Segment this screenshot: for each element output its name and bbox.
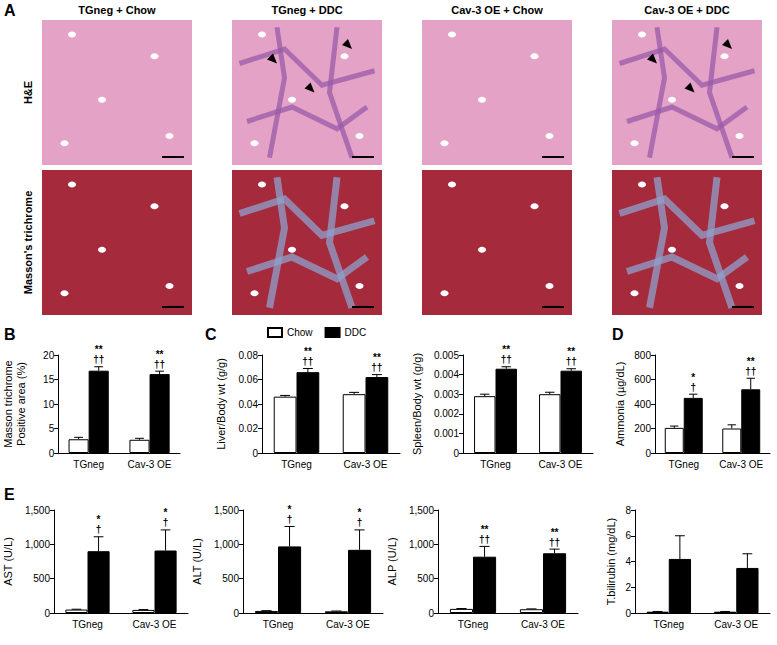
svg-text:TGneg: TGneg (263, 619, 294, 630)
svg-text:Masson's trichrome: Masson's trichrome (22, 191, 34, 294)
svg-text:TGneg + DDC: TGneg + DDC (271, 4, 342, 16)
svg-text:TGneg: TGneg (73, 459, 104, 470)
svg-text:††: †† (549, 537, 560, 548)
svg-text:1,000: 1,000 (25, 539, 50, 550)
svg-text:10: 10 (43, 399, 55, 410)
svg-text:Cav-3 OE: Cav-3 OE (719, 459, 763, 470)
svg-text:1,500: 1,500 (409, 505, 434, 516)
svg-text:5: 5 (49, 423, 55, 434)
svg-text:0.002: 0.002 (434, 408, 459, 419)
svg-text:200: 200 (634, 423, 651, 434)
svg-text:0.005: 0.005 (434, 350, 459, 361)
svg-text:†: † (96, 524, 102, 535)
svg-text:TGneg: TGneg (668, 459, 699, 470)
svg-text:ALP (U/L): ALP (U/L) (386, 537, 398, 585)
svg-text:††: †† (479, 534, 490, 545)
svg-text:Cav-3 OE: Cav-3 OE (521, 619, 565, 630)
svg-text:Spleen/Body wt (g/g): Spleen/Body wt (g/g) (411, 353, 423, 455)
svg-text:TGneg: TGneg (480, 459, 511, 470)
svg-text:Positive area (%): Positive area (%) (15, 362, 27, 446)
svg-text:0: 0 (625, 608, 631, 619)
svg-text:8: 8 (625, 505, 631, 516)
svg-text:1,500: 1,500 (25, 505, 50, 516)
svg-text:†: † (690, 382, 696, 393)
svg-text:500: 500 (33, 573, 50, 584)
svg-text:0: 0 (252, 448, 258, 459)
svg-text:Cav-3 OE: Cav-3 OE (539, 459, 583, 470)
svg-text:TGneg: TGneg (458, 619, 489, 630)
svg-text:2: 2 (625, 582, 631, 593)
svg-text:Cav-3 OE + DDC: Cav-3 OE + DDC (644, 4, 729, 16)
svg-text:C: C (205, 326, 217, 343)
svg-text:Liver/Body wt (g/g): Liver/Body wt (g/g) (215, 358, 227, 450)
svg-text:Ammonia (µg/dL): Ammonia (µg/dL) (614, 362, 626, 447)
svg-text:††: †† (745, 366, 756, 377)
svg-text:0: 0 (453, 448, 459, 459)
svg-text:1,500: 1,500 (214, 505, 239, 516)
svg-text:500: 500 (222, 573, 239, 584)
svg-text:TGneg: TGneg (72, 619, 103, 630)
svg-text:††: †† (371, 362, 382, 373)
svg-text:0: 0 (645, 448, 651, 459)
svg-text:Cav-3 OE + Chow: Cav-3 OE + Chow (451, 4, 543, 16)
svg-text:0.08: 0.08 (239, 350, 259, 361)
svg-text:ALT (U/L): ALT (U/L) (191, 538, 203, 585)
svg-text:AST (U/L): AST (U/L) (2, 537, 14, 586)
svg-text:1,000: 1,000 (409, 539, 434, 550)
svg-text:0.02: 0.02 (239, 423, 259, 434)
svg-text:4: 4 (625, 556, 631, 567)
svg-text:0: 0 (233, 608, 239, 619)
svg-text:E: E (4, 486, 15, 503)
svg-text:B: B (4, 326, 16, 343)
svg-text:†: † (163, 517, 169, 528)
svg-text:TGneg: TGneg (281, 459, 312, 470)
svg-text:0.001: 0.001 (434, 428, 459, 439)
svg-text:Cav-3 OE: Cav-3 OE (714, 619, 758, 630)
svg-text:TGneg + Chow: TGneg + Chow (78, 4, 156, 16)
svg-text:Cav-3 OE: Cav-3 OE (326, 619, 370, 630)
svg-text:0.003: 0.003 (434, 389, 459, 400)
svg-text:†: † (287, 514, 293, 525)
svg-text:T.bilirubin (mg/dL): T.bilirubin (mg/dL) (605, 518, 617, 605)
svg-text:A: A (4, 2, 16, 19)
svg-text:††: †† (566, 356, 577, 367)
svg-text:0: 0 (428, 608, 434, 619)
svg-text:††: †† (154, 359, 165, 370)
svg-text:††: †† (93, 354, 104, 365)
svg-text:0: 0 (44, 608, 50, 619)
svg-text:0.06: 0.06 (239, 374, 259, 385)
svg-text:6: 6 (625, 530, 631, 541)
svg-text:0.04: 0.04 (239, 399, 259, 410)
svg-text:600: 600 (634, 374, 651, 385)
svg-text:†: † (357, 517, 363, 528)
svg-text:400: 400 (634, 399, 651, 410)
svg-text:Cav-3 OE: Cav-3 OE (128, 459, 172, 470)
svg-text:20: 20 (43, 350, 55, 361)
svg-text:0.004: 0.004 (434, 369, 459, 380)
svg-text:Chow: Chow (287, 327, 313, 338)
svg-text:Cav-3 OE: Cav-3 OE (344, 459, 388, 470)
svg-text:15: 15 (43, 374, 55, 385)
svg-text:Cav-3 OE: Cav-3 OE (133, 619, 177, 630)
svg-text:††: †† (501, 354, 512, 365)
svg-text:500: 500 (417, 573, 434, 584)
svg-text:D: D (612, 326, 624, 343)
svg-text:800: 800 (634, 350, 651, 361)
svg-text:H&E: H&E (22, 81, 34, 104)
svg-text:DDC: DDC (345, 327, 367, 338)
svg-text:0: 0 (49, 448, 55, 459)
svg-text:TGneg: TGneg (653, 619, 684, 630)
svg-text:††: †† (302, 356, 313, 367)
svg-text:1,000: 1,000 (214, 539, 239, 550)
svg-text:Masson trichrome: Masson trichrome (2, 360, 14, 447)
